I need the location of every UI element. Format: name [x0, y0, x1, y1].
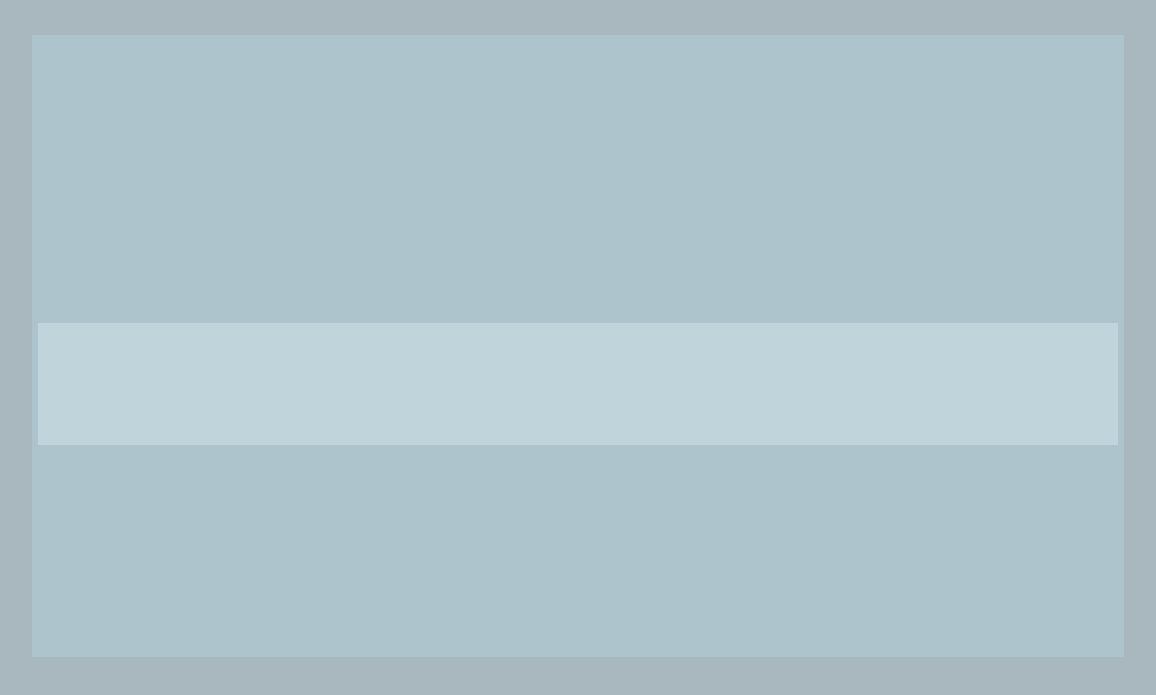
Text: $R = 8.85 * 10^{-8}[1 + 6.5 * 10^{-3}(T - 237)]$: $R = 8.85 * 10^{-8}[1 + 6.5 * 10^{-3}(T … [75, 361, 825, 407]
Text: steel cable (R) to temperature (T) using: steel cable (R) to temperature (T) using [75, 192, 792, 225]
Text: the following equation:: the following equation: [75, 275, 491, 309]
Text: Write a program to compute reaction of: Write a program to compute reaction of [75, 108, 793, 142]
